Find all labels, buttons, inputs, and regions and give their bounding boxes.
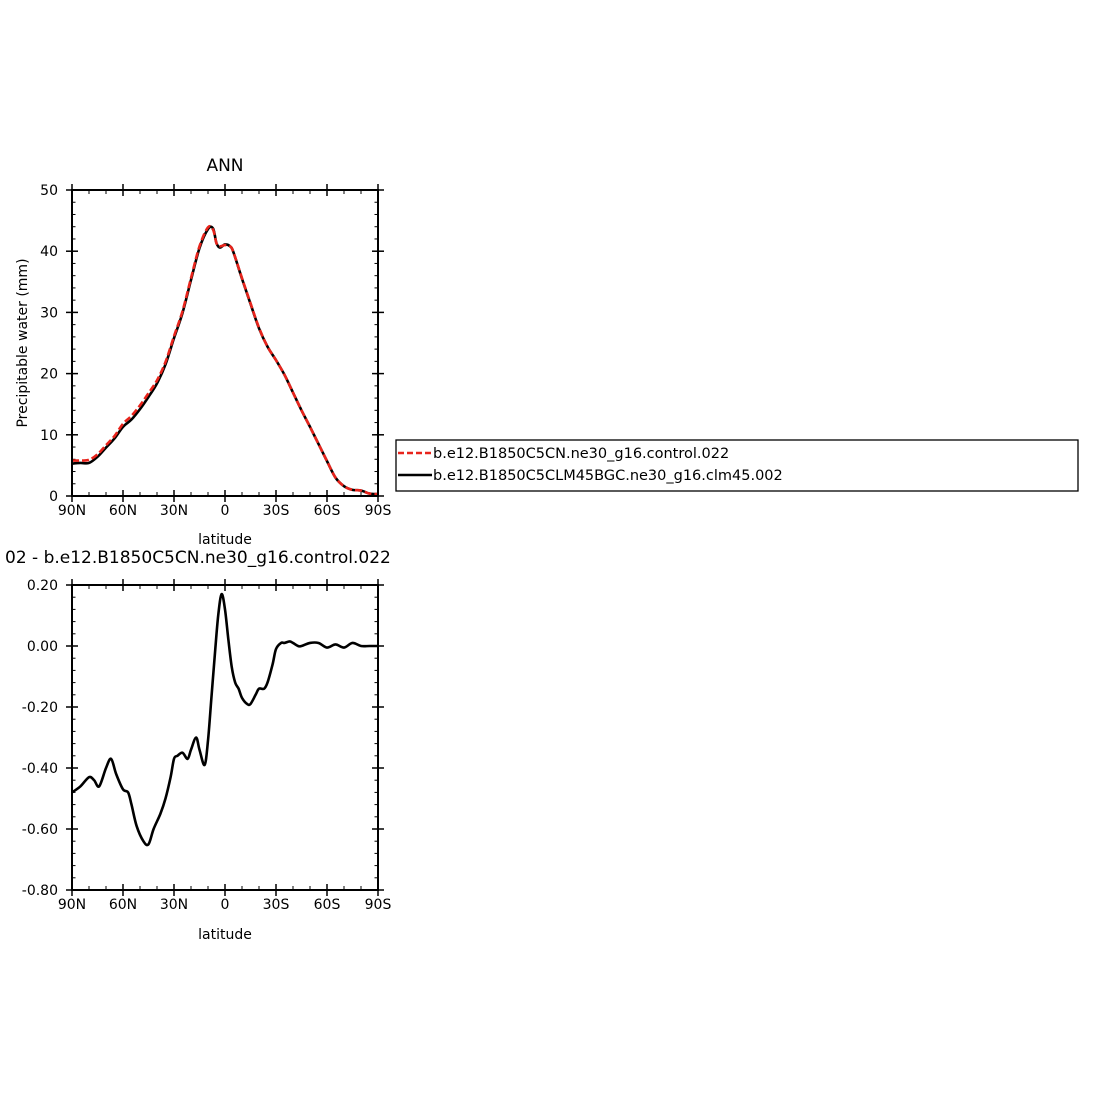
- top-y-tick-label: 10: [40, 428, 58, 444]
- top-x-tick-label: 90N: [58, 503, 86, 519]
- bottom-x-tick-label: 0: [221, 897, 230, 913]
- legend-label-control: b.e12.B1850C5CN.ne30_g16.control.022: [433, 446, 729, 462]
- bottom-x-tick-label: 30S: [263, 897, 290, 913]
- top-x-tick-label: 30N: [160, 503, 188, 519]
- bottom-x-axis-title: latitude: [198, 927, 252, 943]
- bottom-plot-frame: [71, 584, 379, 891]
- top-panel: ANN 90N 60N 30N 0 30S 60S 90S 0 10 20 30 40 50 latit…: [15, 156, 391, 548]
- bottom-chart-title: 02 - b.e12.B1850C5CN.ne30_g16.control.02…: [5, 548, 391, 568]
- bottom-x-tick-label: 90N: [58, 897, 86, 913]
- legend: b.e12.B1850C5CN.ne30_g16.control.022 b.e…: [395, 439, 1079, 492]
- top-y-tick-label: 0: [49, 489, 58, 505]
- bottom-x-tick-label: 60N: [109, 897, 137, 913]
- top-y-tick-label: 40: [40, 244, 58, 260]
- top-chart-title: ANN: [206, 156, 243, 176]
- top-x-tick-label: 90S: [365, 503, 392, 519]
- top-x-tick-label: 0: [221, 503, 230, 519]
- top-x-tick-label: 60S: [314, 503, 341, 519]
- legend-box: [395, 439, 1079, 492]
- bottom-x-tick-label: 60S: [314, 897, 341, 913]
- top-y-tick-label: 20: [40, 367, 58, 383]
- bottom-series-line-0: [71, 592, 378, 847]
- top-series-line-0: [71, 224, 379, 496]
- bottom-x-tick-label: 90S: [365, 897, 392, 913]
- top-ticks: 90N 60N 30N 0 30S 60S 90S 0 10 20 30 40 50: [40, 183, 391, 519]
- top-plot-frame: [71, 189, 379, 497]
- bottom-y-tick-label: 0.20: [27, 578, 58, 594]
- bottom-y-tick-label: -0.60: [22, 822, 58, 838]
- bottom-y-tick-label: -0.20: [22, 700, 58, 716]
- top-y-tick-label: 50: [40, 183, 58, 199]
- top-y-axis-title: Precipitable water (mm): [15, 258, 31, 427]
- top-x-tick-label: 30S: [263, 503, 290, 519]
- bottom-y-tick-label: -0.80: [22, 883, 58, 899]
- top-x-axis-title: latitude: [198, 532, 252, 548]
- bottom-series: [71, 592, 378, 847]
- bottom-y-tick-label: 0.00: [27, 639, 58, 655]
- bottom-panel: 02 - b.e12.B1850C5CN.ne30_g16.control.02…: [5, 548, 391, 943]
- bottom-ticks: 90N 60N 30N 0 30S 60S 90S 0.20 0.00 -0.20 -0.40 -0.…: [22, 578, 392, 913]
- bottom-x-tick-label: 30N: [160, 897, 188, 913]
- legend-label-clm45: b.e12.B1850C5CLM45BGC.ne30_g16.clm45.002: [433, 468, 783, 484]
- top-y-tick-label: 30: [40, 305, 58, 321]
- top-x-tick-label: 60N: [109, 503, 137, 519]
- top-series-line-1: [71, 225, 379, 496]
- bottom-y-tick-label: -0.40: [22, 761, 58, 777]
- top-series: [71, 224, 379, 496]
